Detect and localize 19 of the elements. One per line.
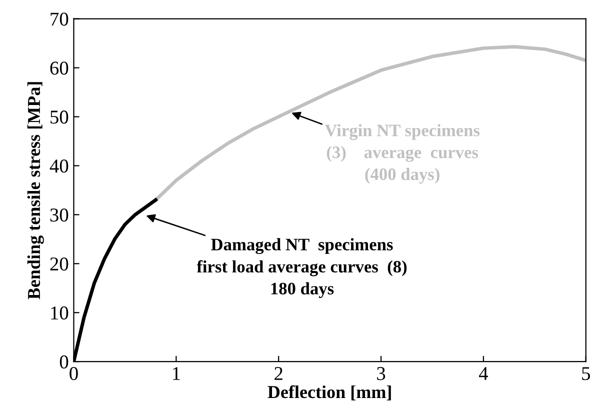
annotation: Virgin NT specimens (3) average curves (400 days) — [324, 124, 480, 184]
annotation: Damaged NT specimens first load average curves (8) 180 days — [196, 238, 407, 298]
x-tick-label: 0 — [70, 366, 78, 380]
y-tick-label: 50 — [50, 110, 68, 124]
x-axis-title: Deflection [mm] — [268, 385, 391, 400]
x-tick-label: 3 — [377, 367, 386, 380]
y-tick-label: 40 — [50, 160, 68, 173]
y-tick-label: 20 — [50, 257, 68, 271]
x-tick-label: 1 — [173, 367, 180, 380]
y-tick-label: 70 — [50, 12, 68, 26]
x-tick-label: 4 — [478, 367, 488, 380]
y-tick-label: 0 — [60, 355, 68, 369]
y-axis-title: Bending tensile stress [MPa] — [27, 82, 44, 300]
y-tick-label: 10 — [51, 306, 68, 320]
line-series — [154, 44, 586, 202]
x-tick-label: 5 — [582, 367, 590, 380]
y-tick-label: 60 — [50, 62, 68, 75]
y-tick-label: 30 — [50, 208, 68, 222]
x-tick-label: 2 — [274, 367, 282, 380]
